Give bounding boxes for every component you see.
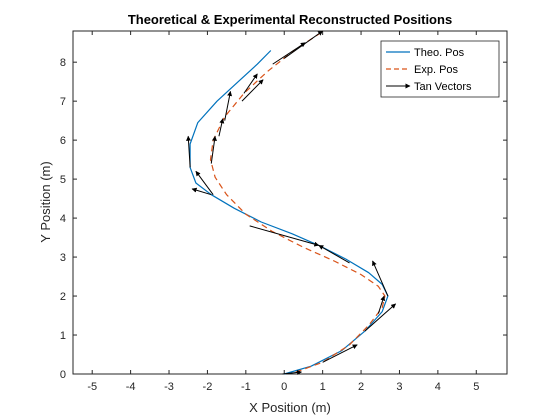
series-layer [189,32,389,375]
y-tick-label: 2 [60,291,66,303]
legend-box [380,40,500,98]
chart-title: Theoretical & Experimental Reconstructed… [128,12,452,27]
x-tick-label: 3 [396,381,402,393]
x-tick-label: 4 [435,381,441,393]
x-axis-label: X Position (m) [249,400,331,415]
y-tick-label: 3 [60,252,66,264]
y-tick-label: 0 [60,369,66,381]
y-tick-label: 5 [60,174,66,186]
legend: Theo. Pos Exp. Pos Tan Vectors [380,40,500,98]
tan-vector [191,187,212,196]
y-tick-label: 8 [60,57,66,69]
tan-vector [218,118,225,137]
tan-vector [224,90,233,121]
y-axis-label: Y Position (m) [38,161,53,242]
x-tick-label: -2 [203,381,213,393]
tan-vector [282,370,303,375]
tan-vector [241,79,264,102]
tan-vector [272,42,306,65]
legend-label-tan: Tan Vectors [414,81,472,93]
y-axis: 0 1 2 3 4 5 6 7 8 [60,57,507,381]
x-tick-label: 0 [281,381,287,393]
x-tick-label: -4 [126,381,136,393]
legend-label-theo: Theo. Pos [414,47,465,59]
series-line-0 [189,50,389,375]
x-tick-label: -3 [164,381,174,393]
tan-vector [364,303,396,332]
legend-label-exp: Exp. Pos [414,64,459,76]
tan-vector [195,170,214,196]
tan-vector [243,73,258,94]
series-line-1 [209,32,386,373]
y-tick-label: 1 [60,330,66,342]
tan-vector [283,30,324,59]
y-tick-label: 6 [60,135,66,147]
tan-vector [377,295,386,314]
tan-vector [322,344,358,363]
y-tick-label: 7 [60,96,66,108]
x-tick-label: 5 [473,381,479,393]
tan-vector [318,244,350,264]
tan-vector [249,225,320,247]
tan-vector [210,135,217,164]
tan-vector [186,135,191,168]
tan-vector [372,260,389,297]
x-tick-label: 1 [320,381,326,393]
x-tick-label: -1 [241,381,251,393]
y-tick-label: 4 [60,213,66,225]
x-tick-label: 2 [358,381,364,393]
x-tick-label: -5 [87,381,97,393]
tan-vectors-layer [186,30,396,375]
